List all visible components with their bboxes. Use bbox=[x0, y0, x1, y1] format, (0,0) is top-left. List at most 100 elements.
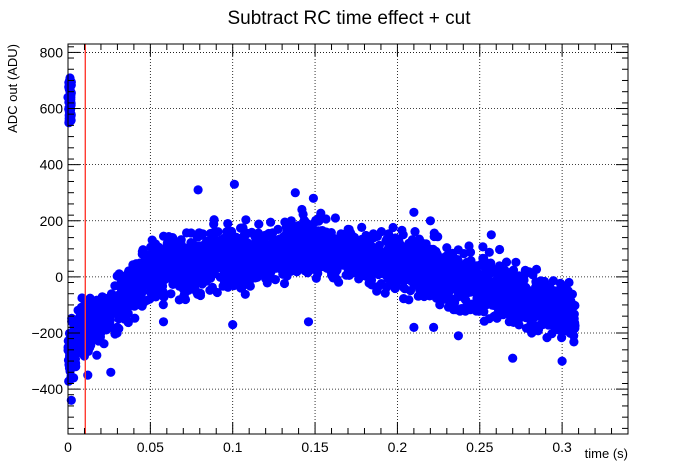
data-point bbox=[382, 237, 393, 247]
data-point bbox=[346, 240, 356, 250]
data-point bbox=[236, 283, 246, 293]
data-point bbox=[495, 274, 505, 284]
data-point bbox=[69, 321, 79, 331]
data-point bbox=[555, 284, 565, 294]
data-point bbox=[411, 237, 421, 247]
data-point bbox=[453, 331, 463, 341]
data-point bbox=[326, 266, 336, 276]
data-point bbox=[367, 252, 377, 262]
data-point bbox=[334, 277, 344, 287]
x-tick-label: 0.1 bbox=[223, 439, 243, 455]
data-point bbox=[144, 273, 154, 283]
data-point bbox=[365, 274, 375, 284]
data-point bbox=[464, 267, 474, 277]
data-point bbox=[325, 250, 335, 260]
x-tick-label: 0.05 bbox=[137, 439, 164, 455]
data-point bbox=[557, 315, 568, 325]
data-point bbox=[157, 251, 168, 261]
data-point bbox=[254, 219, 264, 229]
data-point bbox=[142, 257, 153, 267]
data-point bbox=[521, 323, 532, 333]
data-point bbox=[297, 204, 307, 215]
data-point bbox=[338, 260, 348, 270]
data-point bbox=[86, 340, 96, 350]
data-point bbox=[166, 289, 176, 299]
data-point bbox=[409, 207, 419, 217]
data-point bbox=[242, 228, 252, 238]
data-point bbox=[299, 238, 309, 248]
data-point bbox=[159, 231, 169, 241]
data-point bbox=[115, 281, 125, 291]
x-tick-label: 0.2 bbox=[388, 439, 408, 455]
data-point bbox=[263, 256, 273, 266]
data-point bbox=[193, 185, 203, 195]
data-point bbox=[268, 263, 278, 273]
y-axis-label: ADC out (ADU) bbox=[5, 44, 20, 133]
data-points bbox=[63, 73, 580, 405]
data-point bbox=[346, 256, 356, 266]
data-point bbox=[520, 310, 530, 320]
data-point bbox=[442, 251, 452, 261]
data-point bbox=[566, 311, 577, 321]
data-point bbox=[194, 228, 204, 238]
data-point bbox=[229, 179, 239, 189]
data-point bbox=[352, 268, 362, 279]
data-point bbox=[399, 260, 409, 270]
data-point bbox=[282, 264, 292, 274]
data-point bbox=[252, 249, 262, 259]
data-point bbox=[442, 243, 452, 253]
data-point bbox=[523, 291, 533, 301]
data-point bbox=[545, 282, 555, 292]
data-point bbox=[405, 275, 415, 285]
data-point bbox=[533, 326, 543, 336]
data-point bbox=[152, 288, 162, 298]
data-point bbox=[546, 295, 557, 305]
data-point bbox=[393, 269, 403, 279]
data-point bbox=[369, 231, 379, 242]
data-point bbox=[167, 266, 177, 277]
x-tick-label: 0 bbox=[64, 439, 72, 455]
data-point bbox=[245, 281, 255, 291]
data-point bbox=[565, 328, 575, 338]
data-point bbox=[290, 188, 300, 198]
data-point bbox=[478, 242, 488, 252]
x-tick-label: 0.25 bbox=[466, 439, 493, 455]
data-point bbox=[178, 264, 188, 274]
data-point bbox=[508, 353, 518, 363]
data-point bbox=[456, 269, 466, 279]
data-point bbox=[240, 260, 250, 270]
data-point bbox=[268, 247, 278, 257]
data-point bbox=[273, 224, 283, 234]
data-point bbox=[213, 227, 223, 237]
data-point bbox=[130, 313, 140, 323]
data-point bbox=[486, 258, 496, 268]
data-point bbox=[355, 245, 365, 255]
data-point bbox=[460, 294, 470, 304]
data-point bbox=[287, 250, 297, 260]
data-point bbox=[112, 322, 122, 332]
data-point bbox=[404, 295, 414, 305]
data-point bbox=[361, 263, 371, 273]
data-point bbox=[205, 228, 216, 239]
data-point bbox=[425, 216, 435, 226]
data-point bbox=[478, 285, 488, 295]
data-point bbox=[83, 370, 93, 380]
x-axis-label: time (s) bbox=[585, 446, 628, 461]
data-point bbox=[64, 376, 74, 386]
data-point bbox=[309, 232, 319, 242]
data-point bbox=[403, 252, 413, 262]
data-point bbox=[453, 245, 463, 255]
data-point bbox=[529, 303, 539, 313]
y-tick-label: −400 bbox=[31, 381, 63, 397]
data-point bbox=[383, 262, 393, 272]
data-point bbox=[158, 317, 169, 327]
y-tick-label: 800 bbox=[40, 44, 64, 60]
data-point bbox=[314, 216, 324, 226]
data-point bbox=[143, 250, 153, 260]
data-point bbox=[376, 279, 386, 289]
data-point bbox=[309, 244, 319, 254]
data-point bbox=[266, 217, 276, 227]
y-tick-label: 400 bbox=[40, 157, 64, 173]
data-point bbox=[486, 230, 496, 240]
axis-ticks: 0 0.05 0.1 0.15 0.2 0.25 0.3 −400 −200 0 200 400 600… bbox=[31, 44, 628, 455]
